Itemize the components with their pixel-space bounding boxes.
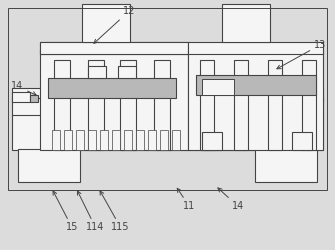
Bar [75, 90, 157, 98]
Bar [82, 4, 130, 42]
Bar [200, 60, 214, 150]
Bar [136, 130, 144, 150]
Text: 115: 115 [100, 191, 130, 232]
Bar [172, 130, 180, 150]
Bar [124, 130, 132, 150]
Bar [48, 78, 176, 98]
Bar [30, 95, 38, 102]
Bar [54, 60, 70, 150]
Bar [40, 50, 188, 150]
Bar [18, 149, 80, 182]
Bar [160, 130, 168, 150]
Text: 12: 12 [94, 6, 135, 43]
Bar [234, 60, 248, 150]
Text: 13: 13 [277, 40, 326, 69]
Bar [64, 130, 72, 150]
Bar [112, 130, 120, 150]
Bar [255, 149, 317, 182]
Bar [40, 42, 188, 54]
Bar [82, 83, 147, 90]
Bar [12, 98, 323, 116]
Bar [88, 60, 104, 150]
Bar [148, 130, 156, 150]
Bar [76, 130, 84, 150]
Bar [40, 42, 188, 54]
Bar [88, 66, 106, 78]
Bar [12, 115, 323, 150]
Bar [120, 60, 136, 150]
Bar [118, 66, 136, 78]
Bar [88, 130, 96, 150]
Bar [292, 132, 312, 150]
Bar [196, 75, 316, 95]
Bar [52, 130, 60, 150]
Bar [188, 42, 323, 54]
Bar [100, 130, 108, 150]
Bar [302, 60, 316, 150]
Text: 14: 14 [11, 81, 36, 95]
Bar [8, 8, 327, 190]
Text: 14: 14 [218, 188, 244, 211]
Bar [12, 88, 323, 102]
Bar [202, 132, 222, 150]
Bar [202, 79, 234, 95]
Bar [188, 50, 323, 150]
Bar [222, 4, 270, 42]
Text: 15: 15 [53, 191, 78, 232]
Bar [268, 60, 282, 150]
Bar [12, 92, 30, 102]
Text: 114: 114 [77, 191, 105, 232]
Text: 11: 11 [177, 188, 195, 211]
Bar [154, 60, 170, 150]
